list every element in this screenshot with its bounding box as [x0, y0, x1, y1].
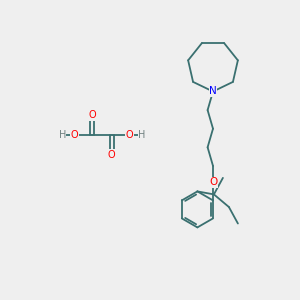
Text: H: H [58, 130, 66, 140]
Text: O: O [126, 130, 134, 140]
Text: O: O [70, 130, 78, 140]
Text: O: O [209, 177, 217, 188]
Text: O: O [108, 149, 116, 160]
Text: O: O [88, 110, 96, 121]
Text: N: N [209, 86, 217, 97]
Text: H: H [138, 130, 146, 140]
